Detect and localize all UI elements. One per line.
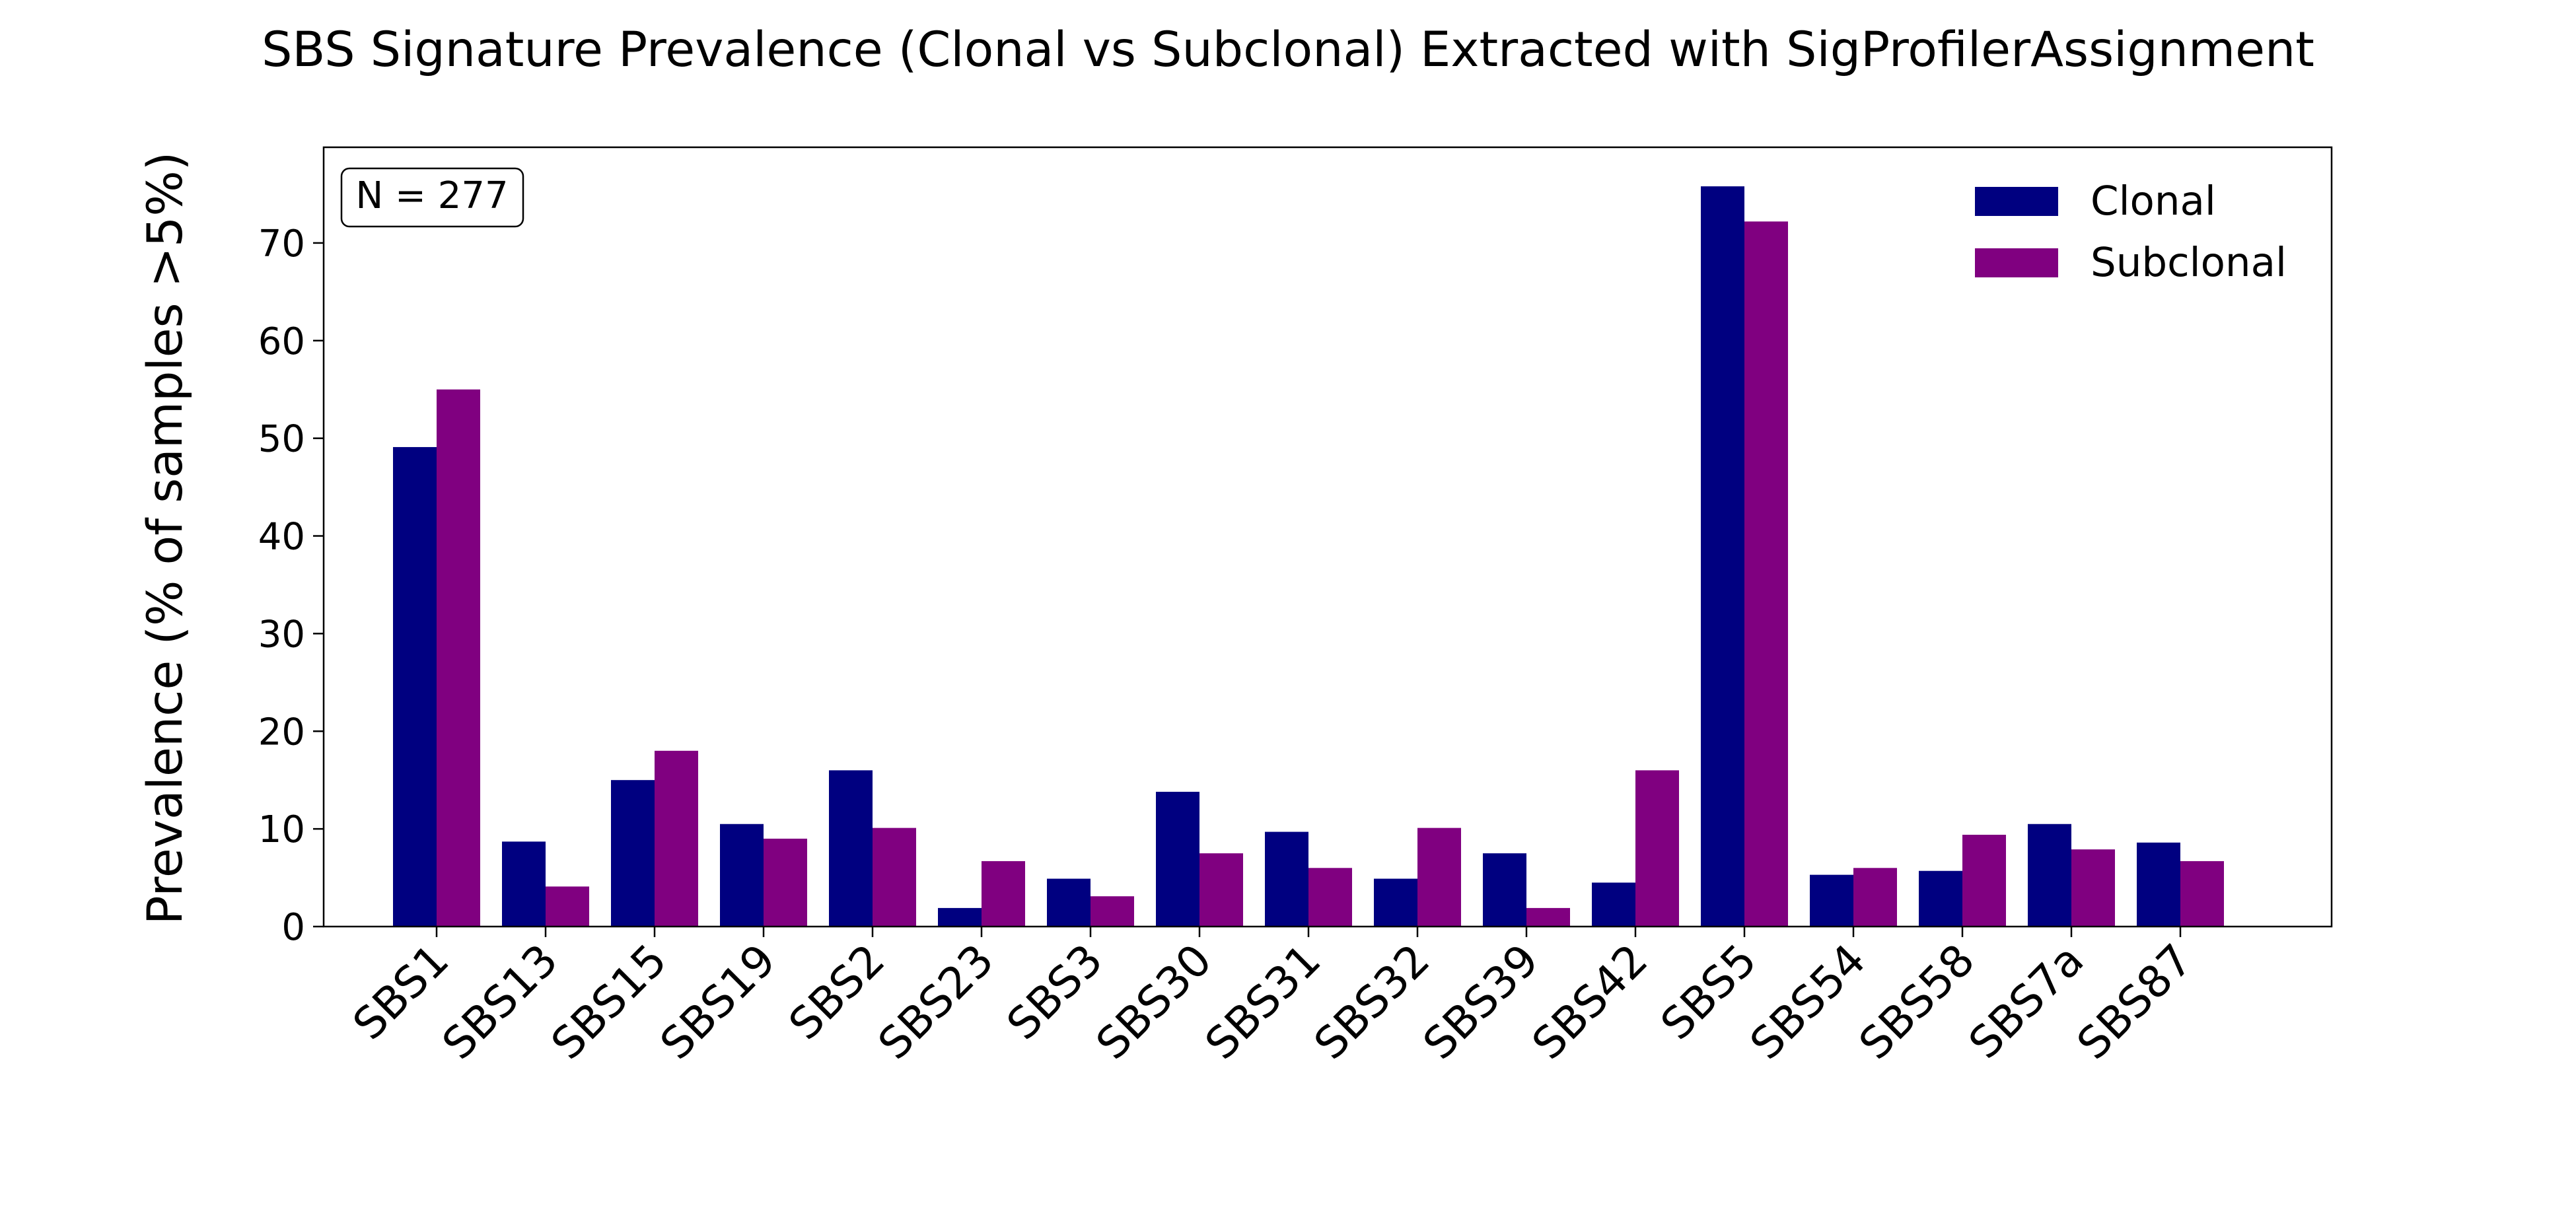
legend: Clonal Subclonal	[1975, 178, 2287, 286]
bar-clonal-sbs5	[1701, 186, 1744, 927]
x-tick-label: SBS7a	[1959, 934, 2093, 1069]
bar-clonal-sbs13	[502, 841, 546, 927]
y-tick-label: 40	[258, 516, 305, 559]
bar-clonal-sbs87	[2137, 842, 2180, 927]
bar-subclonal-sbs58	[1962, 835, 2006, 927]
annotation-frame	[340, 167, 524, 228]
bar-subclonal-sbs1	[437, 389, 480, 927]
bar-subclonal-sbs5	[1744, 221, 1788, 927]
legend-swatch-subclonal	[1975, 248, 2058, 277]
bar-clonal-sbs23	[938, 907, 982, 927]
bar-clonal-sbs15	[611, 780, 655, 927]
bar-clonal-sbs7a	[2028, 824, 2071, 927]
bar-subclonal-sbs54	[1853, 868, 1897, 927]
bar-clonal-sbs32	[1374, 878, 1417, 927]
x-tick-label: SBS58	[1849, 934, 1984, 1069]
x-tick-label: SBS30	[1087, 934, 1221, 1069]
bar-clonal-sbs42	[1592, 882, 1635, 927]
x-axis: SBS1SBS13SBS15SBS19SBS2SBS23SBS3SBS30SBS…	[343, 927, 2202, 1069]
x-tick-label: SBS23	[869, 934, 1003, 1069]
bar-subclonal-sbs2	[873, 827, 916, 927]
bar-clonal-sbs58	[1919, 870, 1962, 927]
x-tick-label: SBS15	[542, 934, 676, 1069]
bar-subclonal-sbs19	[764, 838, 807, 927]
bar-subclonal-sbs13	[546, 886, 589, 927]
bar-clonal-sbs2	[829, 770, 873, 927]
y-tick-label: 30	[258, 613, 305, 656]
bar-subclonal-sbs7a	[2071, 849, 2115, 927]
x-tick-label: SBS31	[1196, 934, 1330, 1069]
bar-subclonal-sbs39	[1526, 907, 1570, 927]
bar-clonal-sbs3	[1047, 878, 1091, 927]
bar-clonal-sbs54	[1810, 874, 1853, 927]
legend-label-subclonal: Subclonal	[2091, 239, 2287, 286]
bar-subclonal-sbs42	[1635, 770, 1679, 927]
x-tick-label: SBS13	[433, 934, 567, 1069]
annotation-text: N = 277	[355, 174, 508, 217]
y-tick-label: 60	[258, 320, 305, 363]
chart-title: SBS Signature Prevalence (Clonal vs Subc…	[262, 22, 2314, 78]
x-tick-label: SBS39	[1413, 934, 1548, 1069]
bar-subclonal-sbs30	[1199, 853, 1243, 927]
y-tick-label: 0	[281, 906, 305, 949]
bar-clonal-sbs19	[720, 824, 764, 927]
bars-layer	[393, 186, 2224, 927]
x-tick-label: SBS87	[2067, 934, 2202, 1069]
x-tick-label: SBS19	[651, 934, 785, 1069]
bar-clonal-sbs39	[1483, 853, 1526, 927]
legend-label-clonal: Clonal	[2091, 178, 2216, 225]
bar-clonal-sbs1	[393, 446, 437, 927]
x-tick-label: SBS54	[1740, 934, 1875, 1069]
y-tick-label: 20	[258, 711, 305, 754]
y-tick-label: 10	[258, 808, 305, 851]
bar-subclonal-sbs23	[982, 861, 1025, 927]
y-tick-label: 50	[258, 418, 305, 461]
bar-subclonal-sbs3	[1091, 896, 1134, 927]
legend-swatch-clonal	[1975, 187, 2058, 216]
x-tick-label: SBS42	[1522, 934, 1657, 1069]
x-tick-label: SBS32	[1305, 934, 1439, 1069]
y-tick-label: 70	[258, 223, 305, 265]
y-axis: 0 10 20 30 40 50 60 70	[258, 223, 324, 949]
y-axis-label: Prevalence (% of samples >5%)	[137, 152, 194, 925]
bar-subclonal-sbs15	[655, 750, 698, 927]
sample-count-annotation: N = 277	[340, 167, 524, 228]
plot-frame	[322, 146, 2333, 928]
bar-subclonal-sbs32	[1417, 827, 1461, 927]
bar-subclonal-sbs87	[2180, 861, 2224, 927]
bar-clonal-sbs31	[1265, 831, 1308, 927]
bar-clonal-sbs30	[1156, 791, 1199, 927]
bar-subclonal-sbs31	[1308, 868, 1352, 927]
